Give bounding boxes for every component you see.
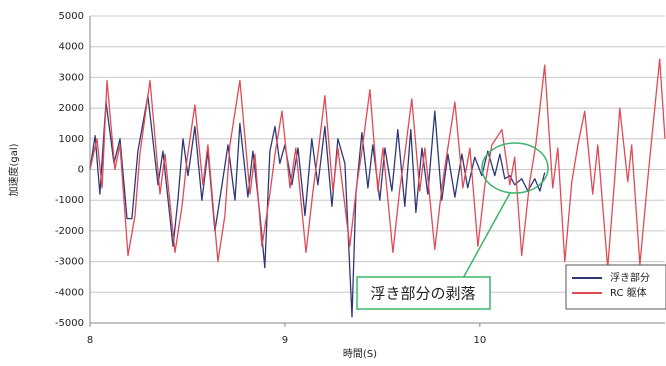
x-tick-label: 8 — [87, 335, 93, 346]
callout-box — [356, 276, 491, 310]
y-tick-label: -3000 — [55, 257, 84, 268]
callout-line — [461, 192, 511, 281]
y-tick-label: 0 — [78, 165, 84, 176]
x-tick-label: 9 — [282, 335, 288, 346]
grid: -5000 -4000 -3000 -2000 -1000 0 1000 2000 3000 40… — [55, 11, 665, 346]
x-axis-label: 時間(S) — [343, 348, 377, 360]
y-tick-label: 1000 — [59, 134, 84, 145]
y-axis-label: 加速度(gal) — [7, 143, 20, 196]
highlight-ellipse — [481, 142, 549, 194]
legend-label: 浮き部分 — [610, 271, 650, 284]
legend: 浮き部分 RC 躯体 — [565, 264, 666, 310]
y-tick-label: 3000 — [59, 72, 84, 83]
lines — [89, 58, 666, 318]
y-tick-label: -5000 — [55, 318, 84, 329]
y-tick-label: 4000 — [59, 42, 84, 53]
legend-box — [565, 264, 666, 310]
y-tick-label: -1000 — [55, 195, 84, 206]
legend-label: RC 躯体 — [610, 286, 647, 299]
y-tick-label: -2000 — [55, 226, 84, 237]
y-tick-label: -4000 — [55, 287, 84, 298]
y-tick-label: 5000 — [59, 11, 84, 22]
y-tick-label: 2000 — [59, 103, 84, 114]
series-line — [89, 58, 666, 269]
annotation: 浮き部分の剥落 — [370, 285, 475, 303]
x-tick-label: 10 — [473, 335, 486, 346]
